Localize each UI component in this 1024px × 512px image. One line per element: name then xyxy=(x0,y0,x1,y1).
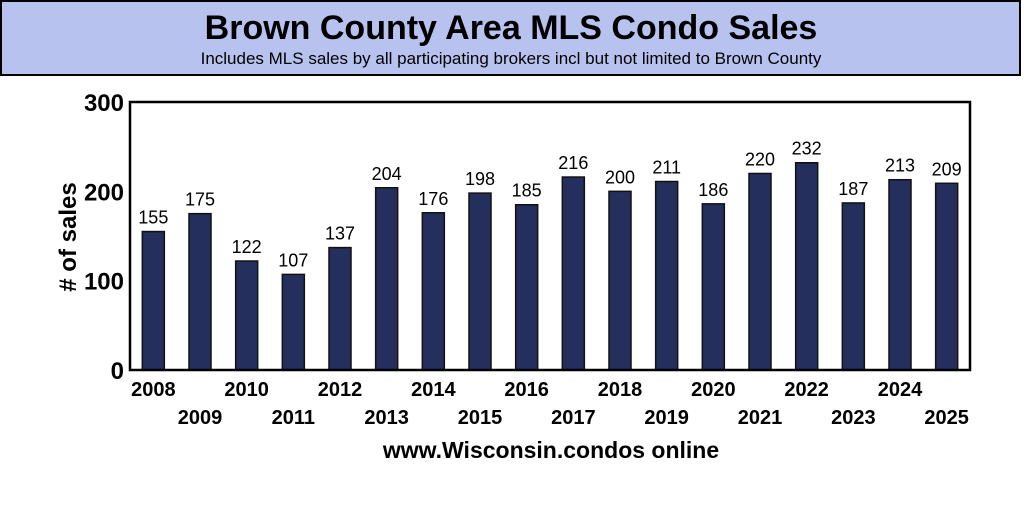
x-tick-label: 2009 xyxy=(178,407,223,429)
x-tick-label: 2008 xyxy=(131,379,176,401)
bar xyxy=(514,203,539,371)
x-tick-label: 2010 xyxy=(224,379,269,401)
y-tick-label: 300 xyxy=(84,90,124,117)
data-label: 185 xyxy=(512,181,542,201)
bar xyxy=(141,230,166,371)
bar xyxy=(188,212,212,371)
x-tick-label: 2020 xyxy=(691,379,736,401)
bar xyxy=(374,187,399,371)
y-tick-label: 200 xyxy=(84,179,124,206)
data-label: 216 xyxy=(558,153,588,173)
data-label: 175 xyxy=(185,190,215,210)
x-tick-label: 2022 xyxy=(784,379,829,401)
data-label: 187 xyxy=(838,179,868,199)
bar xyxy=(561,176,586,371)
bar xyxy=(748,172,772,371)
data-label: 209 xyxy=(932,159,962,179)
x-tick-label: 2015 xyxy=(458,407,503,429)
bar xyxy=(701,203,726,371)
x-tick-label: 2014 xyxy=(411,379,456,401)
chart-title: Brown County Area MLS Condo Sales xyxy=(205,9,818,47)
data-label: 204 xyxy=(372,164,402,184)
x-tick-label: 2021 xyxy=(738,407,783,429)
x-tick-label: 2019 xyxy=(644,407,689,429)
bar xyxy=(608,190,632,371)
bar xyxy=(281,273,306,371)
data-label: 220 xyxy=(745,149,775,169)
bar xyxy=(934,182,959,371)
bar xyxy=(328,246,352,371)
x-tick-label: 2011 xyxy=(272,407,315,429)
data-label: 200 xyxy=(605,167,635,187)
data-label: 176 xyxy=(418,189,448,209)
bar xyxy=(421,212,446,371)
x-tick-label: 2025 xyxy=(924,407,969,429)
bar xyxy=(794,161,819,371)
x-axis-label: www.Wisconsin.condos online xyxy=(382,437,719,463)
plot-frame xyxy=(128,100,972,372)
title-box xyxy=(0,0,1021,76)
y-axis-label: # of sales xyxy=(55,182,82,291)
data-label: 186 xyxy=(698,180,728,200)
bar xyxy=(654,180,679,371)
data-label: 107 xyxy=(278,250,308,270)
x-tick-label: 2018 xyxy=(598,379,643,401)
data-label: 137 xyxy=(325,224,355,244)
chart-subtitle: Includes MLS sales by all participating … xyxy=(201,49,822,68)
x-tick-label: 2024 xyxy=(878,379,923,401)
y-tick-label: 100 xyxy=(84,269,124,296)
data-label: 211 xyxy=(652,158,681,178)
data-label: 232 xyxy=(792,139,822,159)
y-tick-label: 0 xyxy=(111,358,124,385)
bar xyxy=(468,192,492,371)
bar xyxy=(234,260,259,371)
data-label: 155 xyxy=(138,208,168,228)
bar xyxy=(841,202,866,371)
data-label: 213 xyxy=(885,156,915,176)
data-label: 198 xyxy=(465,169,495,189)
x-tick-label: 2012 xyxy=(318,379,363,401)
x-tick-label: 2017 xyxy=(551,407,596,429)
x-tick-label: 2016 xyxy=(504,379,549,401)
bar xyxy=(888,178,912,371)
data-label: 122 xyxy=(232,237,262,257)
x-tick-label: 2023 xyxy=(831,407,876,429)
x-tick-label: 2013 xyxy=(364,407,409,429)
